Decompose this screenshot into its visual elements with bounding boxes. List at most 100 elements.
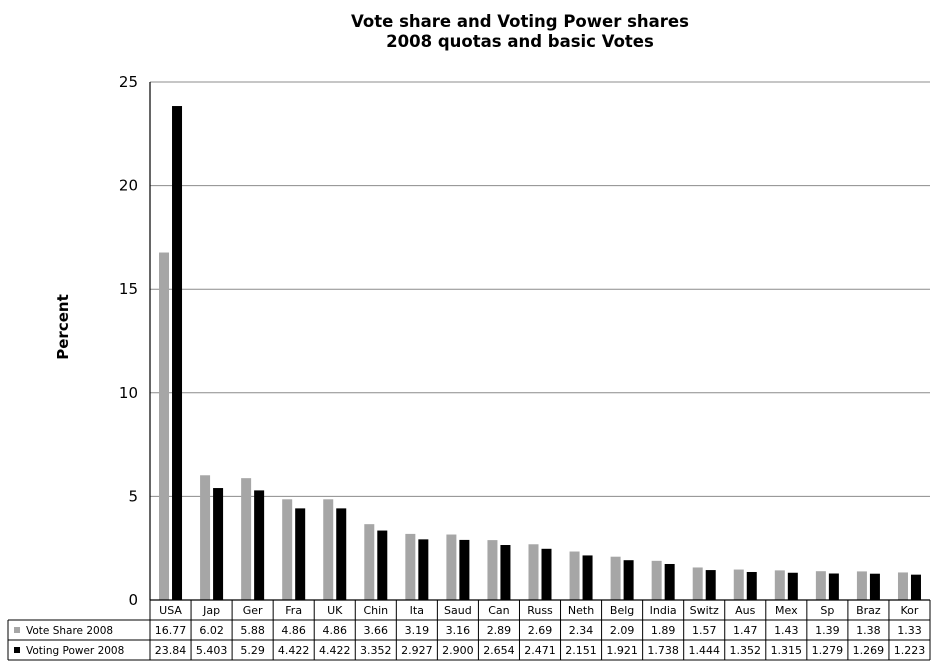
data-label: 6.02 bbox=[199, 624, 224, 637]
data-label: 2.900 bbox=[442, 644, 474, 657]
x-tick-label: Aus bbox=[735, 604, 755, 617]
data-label: 1.223 bbox=[894, 644, 926, 657]
data-label: 1.269 bbox=[853, 644, 885, 657]
x-tick-label: Chin bbox=[363, 604, 388, 617]
data-label: 1.38 bbox=[856, 624, 881, 637]
bar-voting-power-neth bbox=[582, 555, 593, 600]
data-label: 2.09 bbox=[610, 624, 635, 637]
bar-vote-share-uk bbox=[323, 499, 334, 600]
data-label: 1.39 bbox=[815, 624, 840, 637]
x-tick-label: Switz bbox=[690, 604, 719, 617]
data-label: 5.403 bbox=[196, 644, 228, 657]
data-label: 3.66 bbox=[364, 624, 389, 637]
data-label: 5.88 bbox=[240, 624, 265, 637]
bar-vote-share-fra bbox=[282, 499, 293, 600]
data-label: 3.19 bbox=[405, 624, 430, 637]
x-tick-label: Russ bbox=[527, 604, 553, 617]
x-tick-label: USA bbox=[159, 604, 182, 617]
legend-label: Vote Share 2008 bbox=[26, 625, 113, 637]
data-label: 1.57 bbox=[692, 624, 717, 637]
y-axis-label: Percent bbox=[54, 294, 72, 359]
bar-voting-power-fra bbox=[295, 508, 306, 600]
y-tick-label: 0 bbox=[128, 591, 138, 609]
x-tick-label: Belg bbox=[610, 604, 634, 617]
gridlines bbox=[150, 81, 930, 497]
bar-vote-share-sp bbox=[815, 571, 826, 600]
data-label: 1.33 bbox=[897, 624, 922, 637]
chart-title-line-2: 2008 quotas and basic Votes bbox=[386, 32, 654, 51]
bar-voting-power-chin bbox=[377, 530, 388, 600]
x-tick-label: India bbox=[650, 604, 677, 617]
x-tick-label: Saud bbox=[444, 604, 472, 617]
x-tick-label: Neth bbox=[568, 604, 594, 617]
bar-vote-share-can bbox=[487, 540, 498, 600]
bar-voting-power-jap bbox=[213, 488, 224, 600]
bar-vote-share-russ bbox=[528, 544, 539, 600]
bar-voting-power-uk bbox=[336, 508, 347, 600]
bar-vote-share-ger bbox=[241, 478, 252, 600]
bar-vote-share-switz bbox=[692, 567, 703, 600]
x-tick-label: Sp bbox=[820, 604, 834, 617]
bar-voting-power-russ bbox=[541, 548, 552, 600]
bar-vote-share-usa bbox=[159, 252, 170, 600]
data-label: 2.927 bbox=[401, 644, 433, 657]
data-table: USA Jap Ger Fra UK Chin Ita Saud Can Russ Neth Belg… bbox=[7, 599, 931, 661]
bar-voting-power-switz bbox=[705, 570, 716, 600]
bar-voting-power-aus bbox=[746, 571, 757, 600]
bar-voting-power-india bbox=[664, 563, 675, 600]
x-tick-label: Braz bbox=[856, 604, 881, 617]
bar-vote-share-kor bbox=[897, 572, 908, 600]
data-label: 3.16 bbox=[446, 624, 471, 637]
x-tick-label: Fra bbox=[285, 604, 302, 617]
x-tick-label: UK bbox=[327, 604, 343, 617]
chart-title-line-1: Vote share and Voting Power shares bbox=[351, 12, 689, 31]
bar-vote-share-ita bbox=[405, 533, 416, 600]
x-tick-label: Kor bbox=[901, 604, 919, 617]
y-tick-label: 10 bbox=[119, 384, 138, 402]
legend-swatch bbox=[14, 627, 20, 633]
bar-vote-share-mex bbox=[774, 570, 785, 600]
x-tick-label: Ita bbox=[410, 604, 424, 617]
x-tick-label: Mex bbox=[775, 604, 798, 617]
data-label: 1.43 bbox=[774, 624, 799, 637]
data-label: 2.34 bbox=[569, 624, 594, 637]
axes bbox=[149, 82, 930, 601]
y-tick-label: 15 bbox=[119, 280, 138, 298]
x-tick-label: Ger bbox=[243, 604, 263, 617]
bar-vote-share-jap bbox=[200, 475, 211, 600]
data-label: 1.921 bbox=[606, 644, 638, 657]
data-label: 2.654 bbox=[483, 644, 515, 657]
bars bbox=[159, 106, 921, 600]
data-label: 1.89 bbox=[651, 624, 676, 637]
y-tick-label: 5 bbox=[128, 487, 138, 505]
data-label: 1.444 bbox=[688, 644, 720, 657]
data-label: 5.29 bbox=[240, 644, 265, 657]
y-tick-label: 25 bbox=[119, 73, 138, 91]
bar-vote-share-aus bbox=[733, 569, 744, 600]
data-label: 4.86 bbox=[322, 624, 347, 637]
bar-vote-share-braz bbox=[856, 571, 867, 600]
x-tick-label: Can bbox=[488, 604, 509, 617]
bar-voting-power-ita bbox=[418, 539, 429, 600]
data-label: 23.84 bbox=[155, 644, 187, 657]
bar-vote-share-belg bbox=[610, 556, 621, 600]
data-label: 3.352 bbox=[360, 644, 392, 657]
data-label: 4.422 bbox=[319, 644, 351, 657]
data-label: 2.69 bbox=[528, 624, 553, 637]
y-tick-label: 20 bbox=[119, 177, 138, 195]
data-label: 4.86 bbox=[281, 624, 306, 637]
bar-vote-share-saud bbox=[446, 534, 457, 600]
data-label: 2.151 bbox=[565, 644, 597, 657]
bar-vote-share-neth bbox=[569, 551, 580, 600]
bar-voting-power-sp bbox=[828, 573, 839, 600]
bar-voting-power-belg bbox=[623, 560, 634, 600]
bar-voting-power-usa bbox=[172, 106, 183, 600]
data-label: 2.471 bbox=[524, 644, 556, 657]
bar-voting-power-kor bbox=[910, 574, 921, 600]
bar-voting-power-braz bbox=[869, 573, 880, 600]
data-label: 4.422 bbox=[278, 644, 310, 657]
data-label: 1.47 bbox=[733, 624, 758, 637]
data-label: 1.279 bbox=[812, 644, 844, 657]
bar-voting-power-mex bbox=[787, 572, 798, 600]
